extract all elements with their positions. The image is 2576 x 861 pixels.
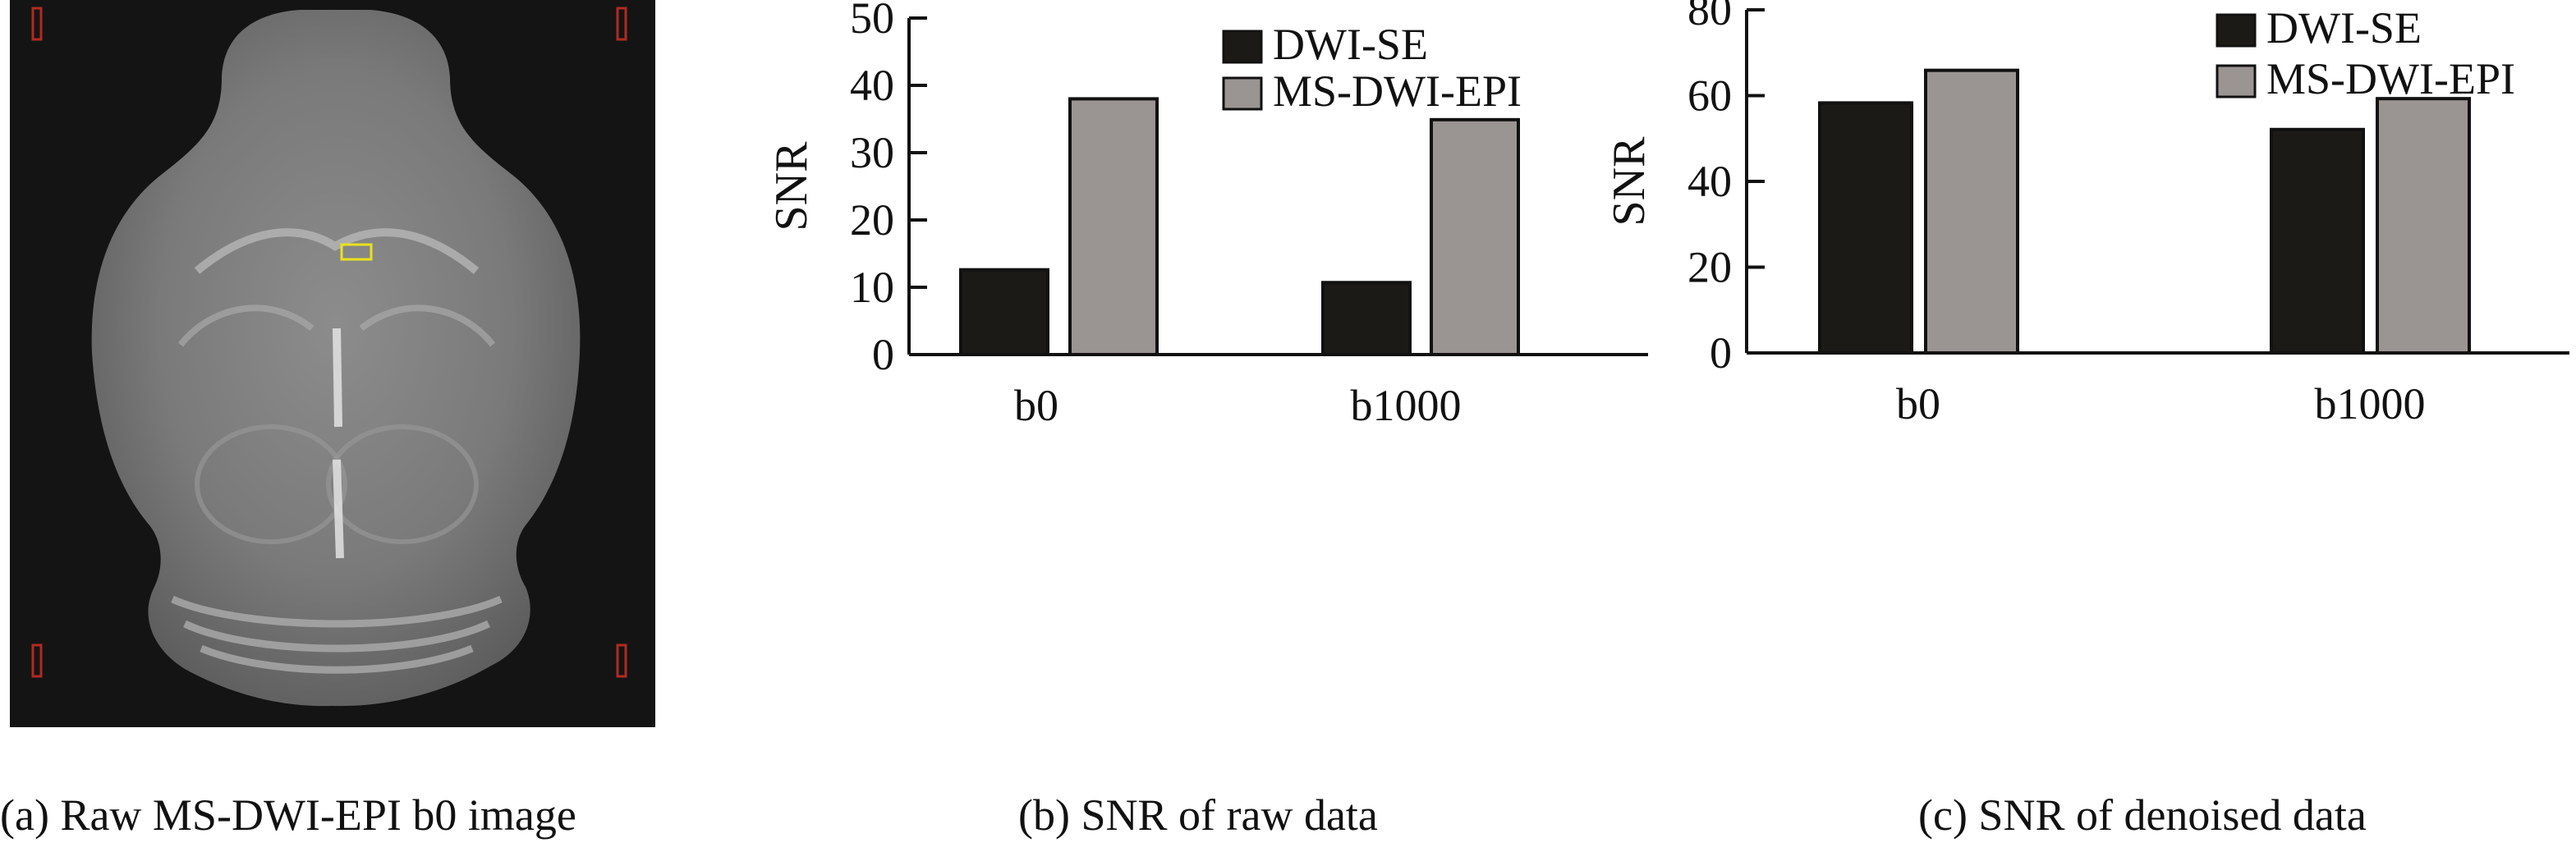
- bar-ms-dwi-epi-b0: [1924, 68, 2019, 355]
- x-tick-label: b0: [1014, 381, 1058, 430]
- y-tick-label: 20: [850, 195, 894, 245]
- caption-panel-c: (c) SNR of denoised data: [1918, 790, 2367, 840]
- corner-marker: [616, 7, 627, 41]
- y-tick-label: 30: [850, 128, 894, 177]
- legend-swatch: [1222, 76, 1263, 111]
- bar-ms-dwi-epi-b1000: [2376, 97, 2471, 355]
- corner-marker: [616, 643, 627, 678]
- mri-image-panel: [10, 0, 655, 727]
- y-tick-label: 60: [1687, 71, 1732, 121]
- y-axis-label: SNR: [1604, 136, 1655, 227]
- bar-ms-dwi-epi-b1000: [1430, 117, 1520, 356]
- legend-swatch: [2216, 13, 2257, 48]
- corner-marker: [31, 643, 43, 678]
- legend-swatch: [1222, 30, 1263, 64]
- bar-dwi-se-b0: [1818, 101, 1913, 355]
- legend-label: MS-DWI-EPI: [1273, 66, 1522, 116]
- y-tick-label: 0: [872, 330, 894, 379]
- corner-marker: [31, 7, 43, 41]
- legend-swatch: [2216, 64, 2257, 98]
- legend-label: DWI-SE: [1273, 20, 1428, 69]
- roi-box: [340, 243, 373, 261]
- brain-structure-outline: [195, 424, 347, 544]
- bar-ms-dwi-epi-b0: [1068, 97, 1159, 357]
- brain-structure-outline: [326, 424, 479, 544]
- y-tick-label: 40: [1687, 157, 1732, 206]
- bar-dwi-se-b0: [959, 268, 1049, 356]
- brain-structure-outline: [177, 305, 496, 347]
- caption-panel-a: (a) Raw MS-DWI-EPI b0 image: [0, 790, 576, 840]
- legend-label: MS-DWI-EPI: [2266, 54, 2515, 103]
- brain-midline: [333, 327, 344, 559]
- x-tick-label: b1000: [1351, 381, 1462, 430]
- bar-dwi-se-b1000: [1321, 281, 1412, 357]
- y-axis-label: SNR: [766, 141, 817, 231]
- y-tick-label: 20: [1687, 243, 1732, 292]
- y-tick-label: 80: [1687, 0, 1732, 34]
- y-tick-label: 10: [850, 263, 894, 312]
- cerebellum-folds: [171, 595, 503, 674]
- y-tick-label: 40: [850, 61, 894, 110]
- legend-label: DWI-SE: [2266, 3, 2422, 53]
- x-tick-label: b0: [1896, 379, 1940, 428]
- brain-structure-outline: [194, 228, 480, 274]
- caption-panel-b: (b) SNR of raw data: [1018, 790, 1378, 840]
- bar-dwi-se-b1000: [2270, 127, 2365, 355]
- x-tick-label: b1000: [2315, 379, 2426, 428]
- y-tick-label: 0: [1710, 328, 1732, 378]
- y-tick-label: 50: [850, 0, 894, 43]
